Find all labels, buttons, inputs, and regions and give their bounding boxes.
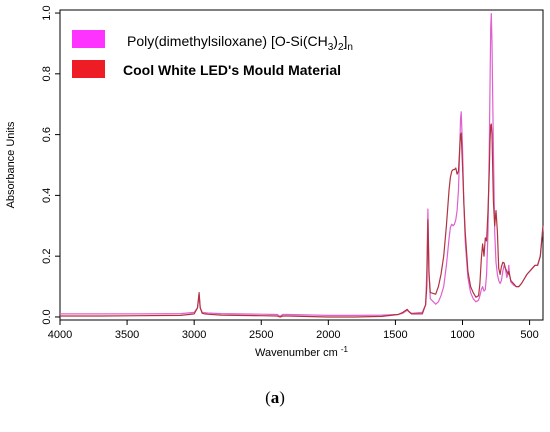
legend-label-led-mould: Cool White LED's Mould Material xyxy=(123,62,341,78)
plot-frame xyxy=(59,9,544,321)
y-tick-label: 1.0 xyxy=(41,5,53,20)
x-tick-label: 3500 xyxy=(115,329,139,341)
x-tick-label: 4000 xyxy=(48,329,72,341)
legend-label-pdms-label-end: ] xyxy=(344,33,348,49)
x-tick-label: 500 xyxy=(520,329,538,341)
series-line-led-mould xyxy=(60,123,544,318)
x-tick-label: 1500 xyxy=(383,329,407,341)
x-axis-label-text: Wavenumber cm xyxy=(255,347,341,359)
x-axis-label-superscript: -1 xyxy=(341,345,349,354)
legend-label-pdms-label-main: Poly(dimethylsiloxane) [O-Si(CH xyxy=(127,33,328,49)
x-axis-label: Wavenumber cm -1 xyxy=(255,345,348,359)
legend-label-pdms-sub2: 2 xyxy=(338,42,344,53)
legend-swatch-led-mould xyxy=(72,60,105,78)
x-tick-label: 2500 xyxy=(249,329,273,341)
x-tick-label: 2000 xyxy=(316,329,340,341)
legend-label-pdms-sub3: n xyxy=(347,42,353,53)
legend-label-pdms-sub1: 3 xyxy=(328,42,334,53)
legend-label-pdms-label-mid: ) xyxy=(333,33,338,49)
y-tick-label: 0.0 xyxy=(41,309,53,324)
y-tick-label: 0.6 xyxy=(41,127,53,142)
y-axis-label: Absorbance Units xyxy=(5,121,17,208)
y-tick-label: 0.4 xyxy=(41,188,53,203)
legend-label-pdms: Poly(dimethylsiloxane) [O-Si(CH3)2]n xyxy=(127,33,353,53)
x-tick-label: 1000 xyxy=(450,329,474,341)
series-line-pdms xyxy=(60,13,544,317)
figure-caption: (a) xyxy=(265,388,285,407)
x-tick-label: 3000 xyxy=(182,329,206,341)
y-tick-label: 0.8 xyxy=(41,66,53,81)
legend-swatch-pdms xyxy=(72,30,105,48)
y-tick-label: 0.2 xyxy=(41,249,53,264)
